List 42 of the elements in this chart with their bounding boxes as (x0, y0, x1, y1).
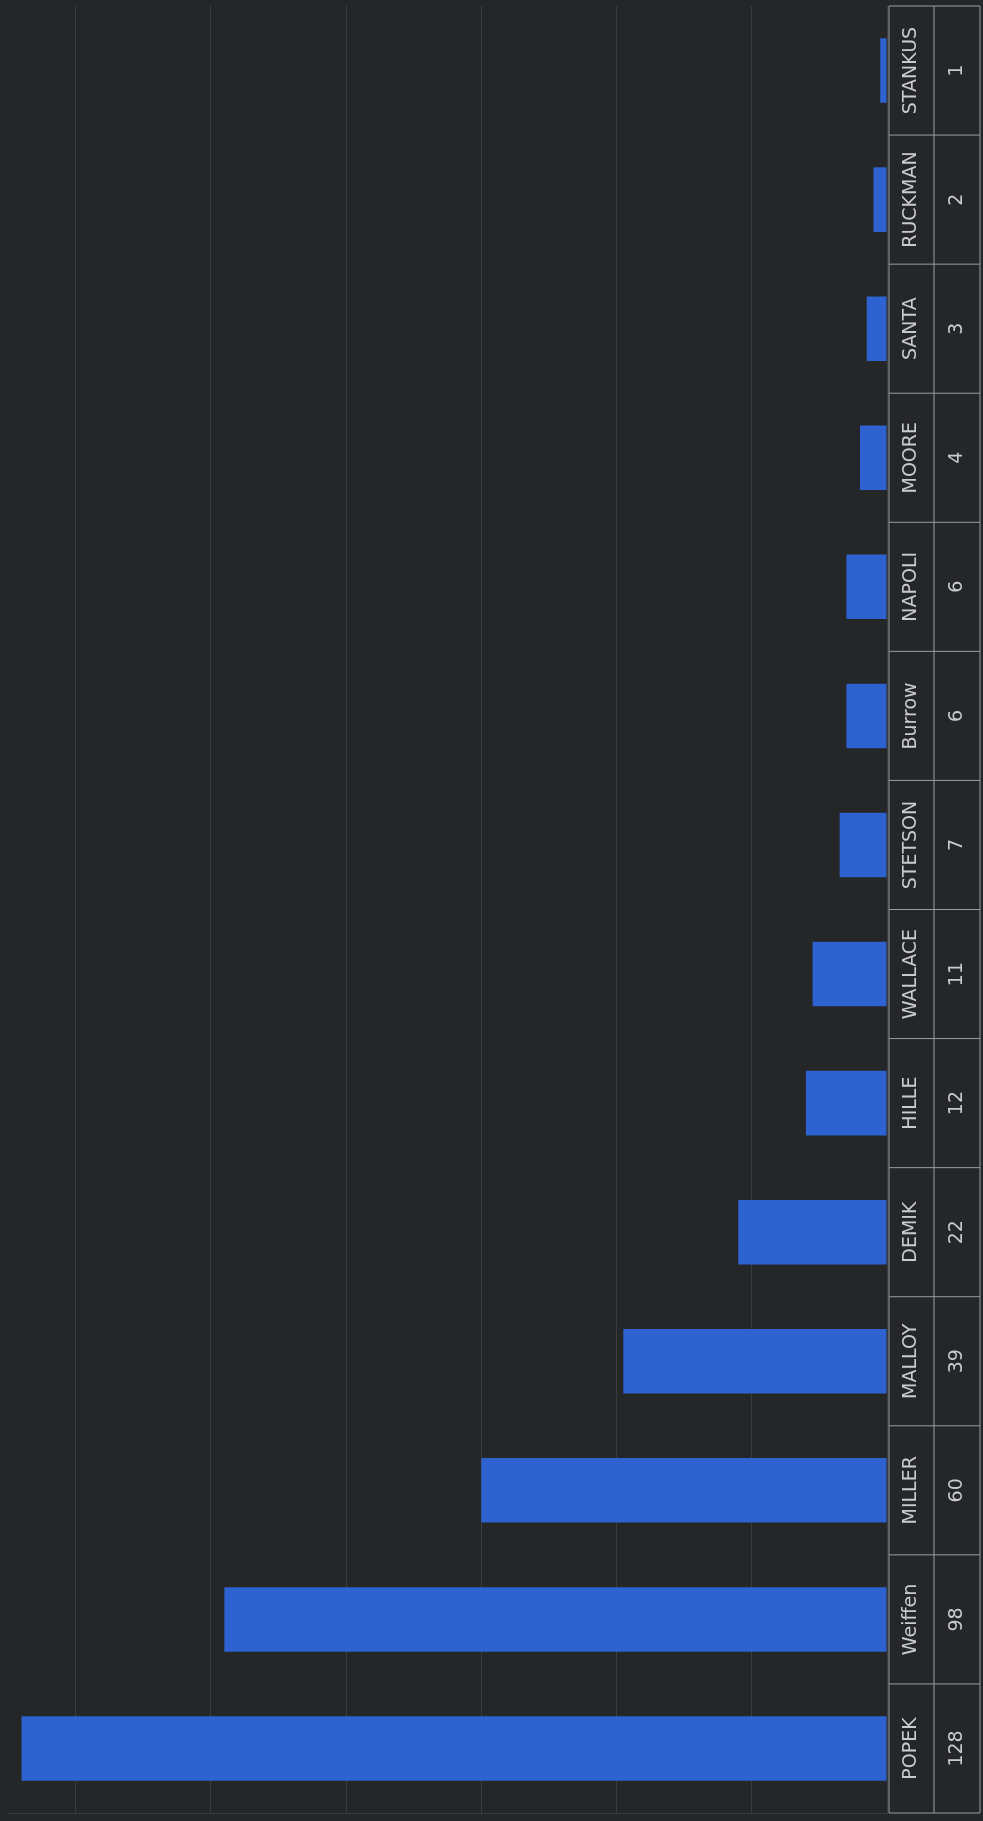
y-tick-label: MOORE (898, 421, 921, 494)
y-tick-label: WALLACE (898, 928, 921, 1020)
data-label: 39 (943, 1349, 966, 1374)
y-tick-label: STANKUS (898, 26, 921, 115)
y-tick-label: HILLE (898, 1076, 921, 1130)
bar (812, 941, 887, 1007)
y-tick-label: MALLOY (898, 1323, 921, 1399)
data-label: 60 (943, 1478, 966, 1503)
y-tick-label: RUCKMAN (898, 151, 921, 248)
bar (880, 38, 887, 103)
data-label: 22 (943, 1220, 966, 1245)
bar (846, 683, 887, 749)
data-label: 2 (943, 193, 966, 206)
data-label: 128 (943, 1730, 966, 1767)
bar (866, 296, 887, 361)
data-label: 1 (943, 64, 966, 77)
y-tick-label: DEMIK (898, 1201, 921, 1263)
y-tick-label: Weiffen (898, 1583, 921, 1656)
data-label: 4 (943, 451, 966, 464)
data-label: 6 (943, 580, 966, 593)
bar (21, 1716, 887, 1781)
y-tick-label: NAPOLI (898, 551, 921, 622)
bar (224, 1587, 887, 1652)
bar (738, 1199, 887, 1265)
data-label: 6 (943, 709, 966, 722)
y-tick-label: Burrow (898, 682, 921, 750)
data-label: 98 (943, 1607, 966, 1632)
data-label: 11 (943, 961, 966, 987)
y-tick-label: STETSON (898, 800, 921, 890)
y-tick-label: POPEK (898, 1716, 921, 1780)
y-tick-label: MILLER (898, 1456, 921, 1525)
bar (805, 1070, 887, 1136)
data-label: 7 (943, 838, 966, 852)
y-tick-label: SANTA (898, 297, 921, 361)
bar (623, 1328, 887, 1394)
bar (839, 812, 887, 878)
data-label: 3 (943, 322, 966, 335)
bar (481, 1458, 887, 1523)
bar (859, 425, 887, 491)
data-label: 12 (943, 1091, 966, 1116)
bar (873, 167, 887, 232)
bar (846, 554, 887, 620)
